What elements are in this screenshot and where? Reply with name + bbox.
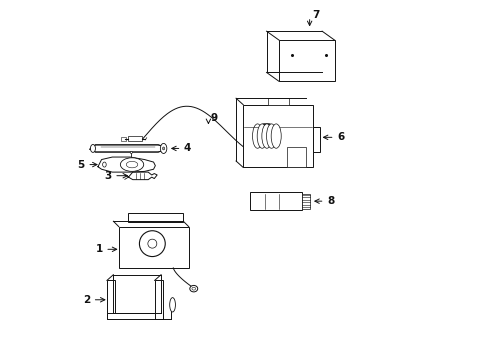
Ellipse shape [252,124,263,148]
Text: 3: 3 [104,171,111,181]
Text: 5: 5 [77,159,84,170]
Ellipse shape [262,124,272,148]
Ellipse shape [160,143,167,153]
Bar [250,192,302,211]
Text: 4: 4 [184,143,191,153]
Bar [243,105,313,167]
Ellipse shape [192,287,196,290]
Bar [268,98,289,105]
Text: 7: 7 [313,10,320,20]
Text: 1: 1 [96,244,102,254]
Ellipse shape [130,151,132,153]
Bar [287,147,306,167]
Text: 6: 6 [337,132,344,142]
Ellipse shape [170,298,175,312]
Bar [128,213,183,222]
Bar [128,136,142,141]
Ellipse shape [102,162,106,167]
Ellipse shape [190,285,197,292]
Ellipse shape [267,124,276,148]
Text: 9: 9 [211,113,218,123]
Bar [119,226,189,268]
Bar [313,127,319,152]
Ellipse shape [121,158,144,171]
Bar [107,280,115,319]
Ellipse shape [91,144,96,152]
Ellipse shape [257,124,267,148]
Ellipse shape [140,231,165,257]
Bar [279,40,335,81]
Bar [302,194,310,208]
Bar [107,313,163,319]
Ellipse shape [163,147,165,150]
Polygon shape [98,157,155,172]
Bar [122,137,125,140]
Ellipse shape [148,239,157,248]
Ellipse shape [271,124,281,148]
Text: 2: 2 [83,295,90,305]
Text: 8: 8 [327,196,334,206]
Polygon shape [90,145,166,152]
Ellipse shape [126,161,138,168]
Bar [155,280,163,319]
